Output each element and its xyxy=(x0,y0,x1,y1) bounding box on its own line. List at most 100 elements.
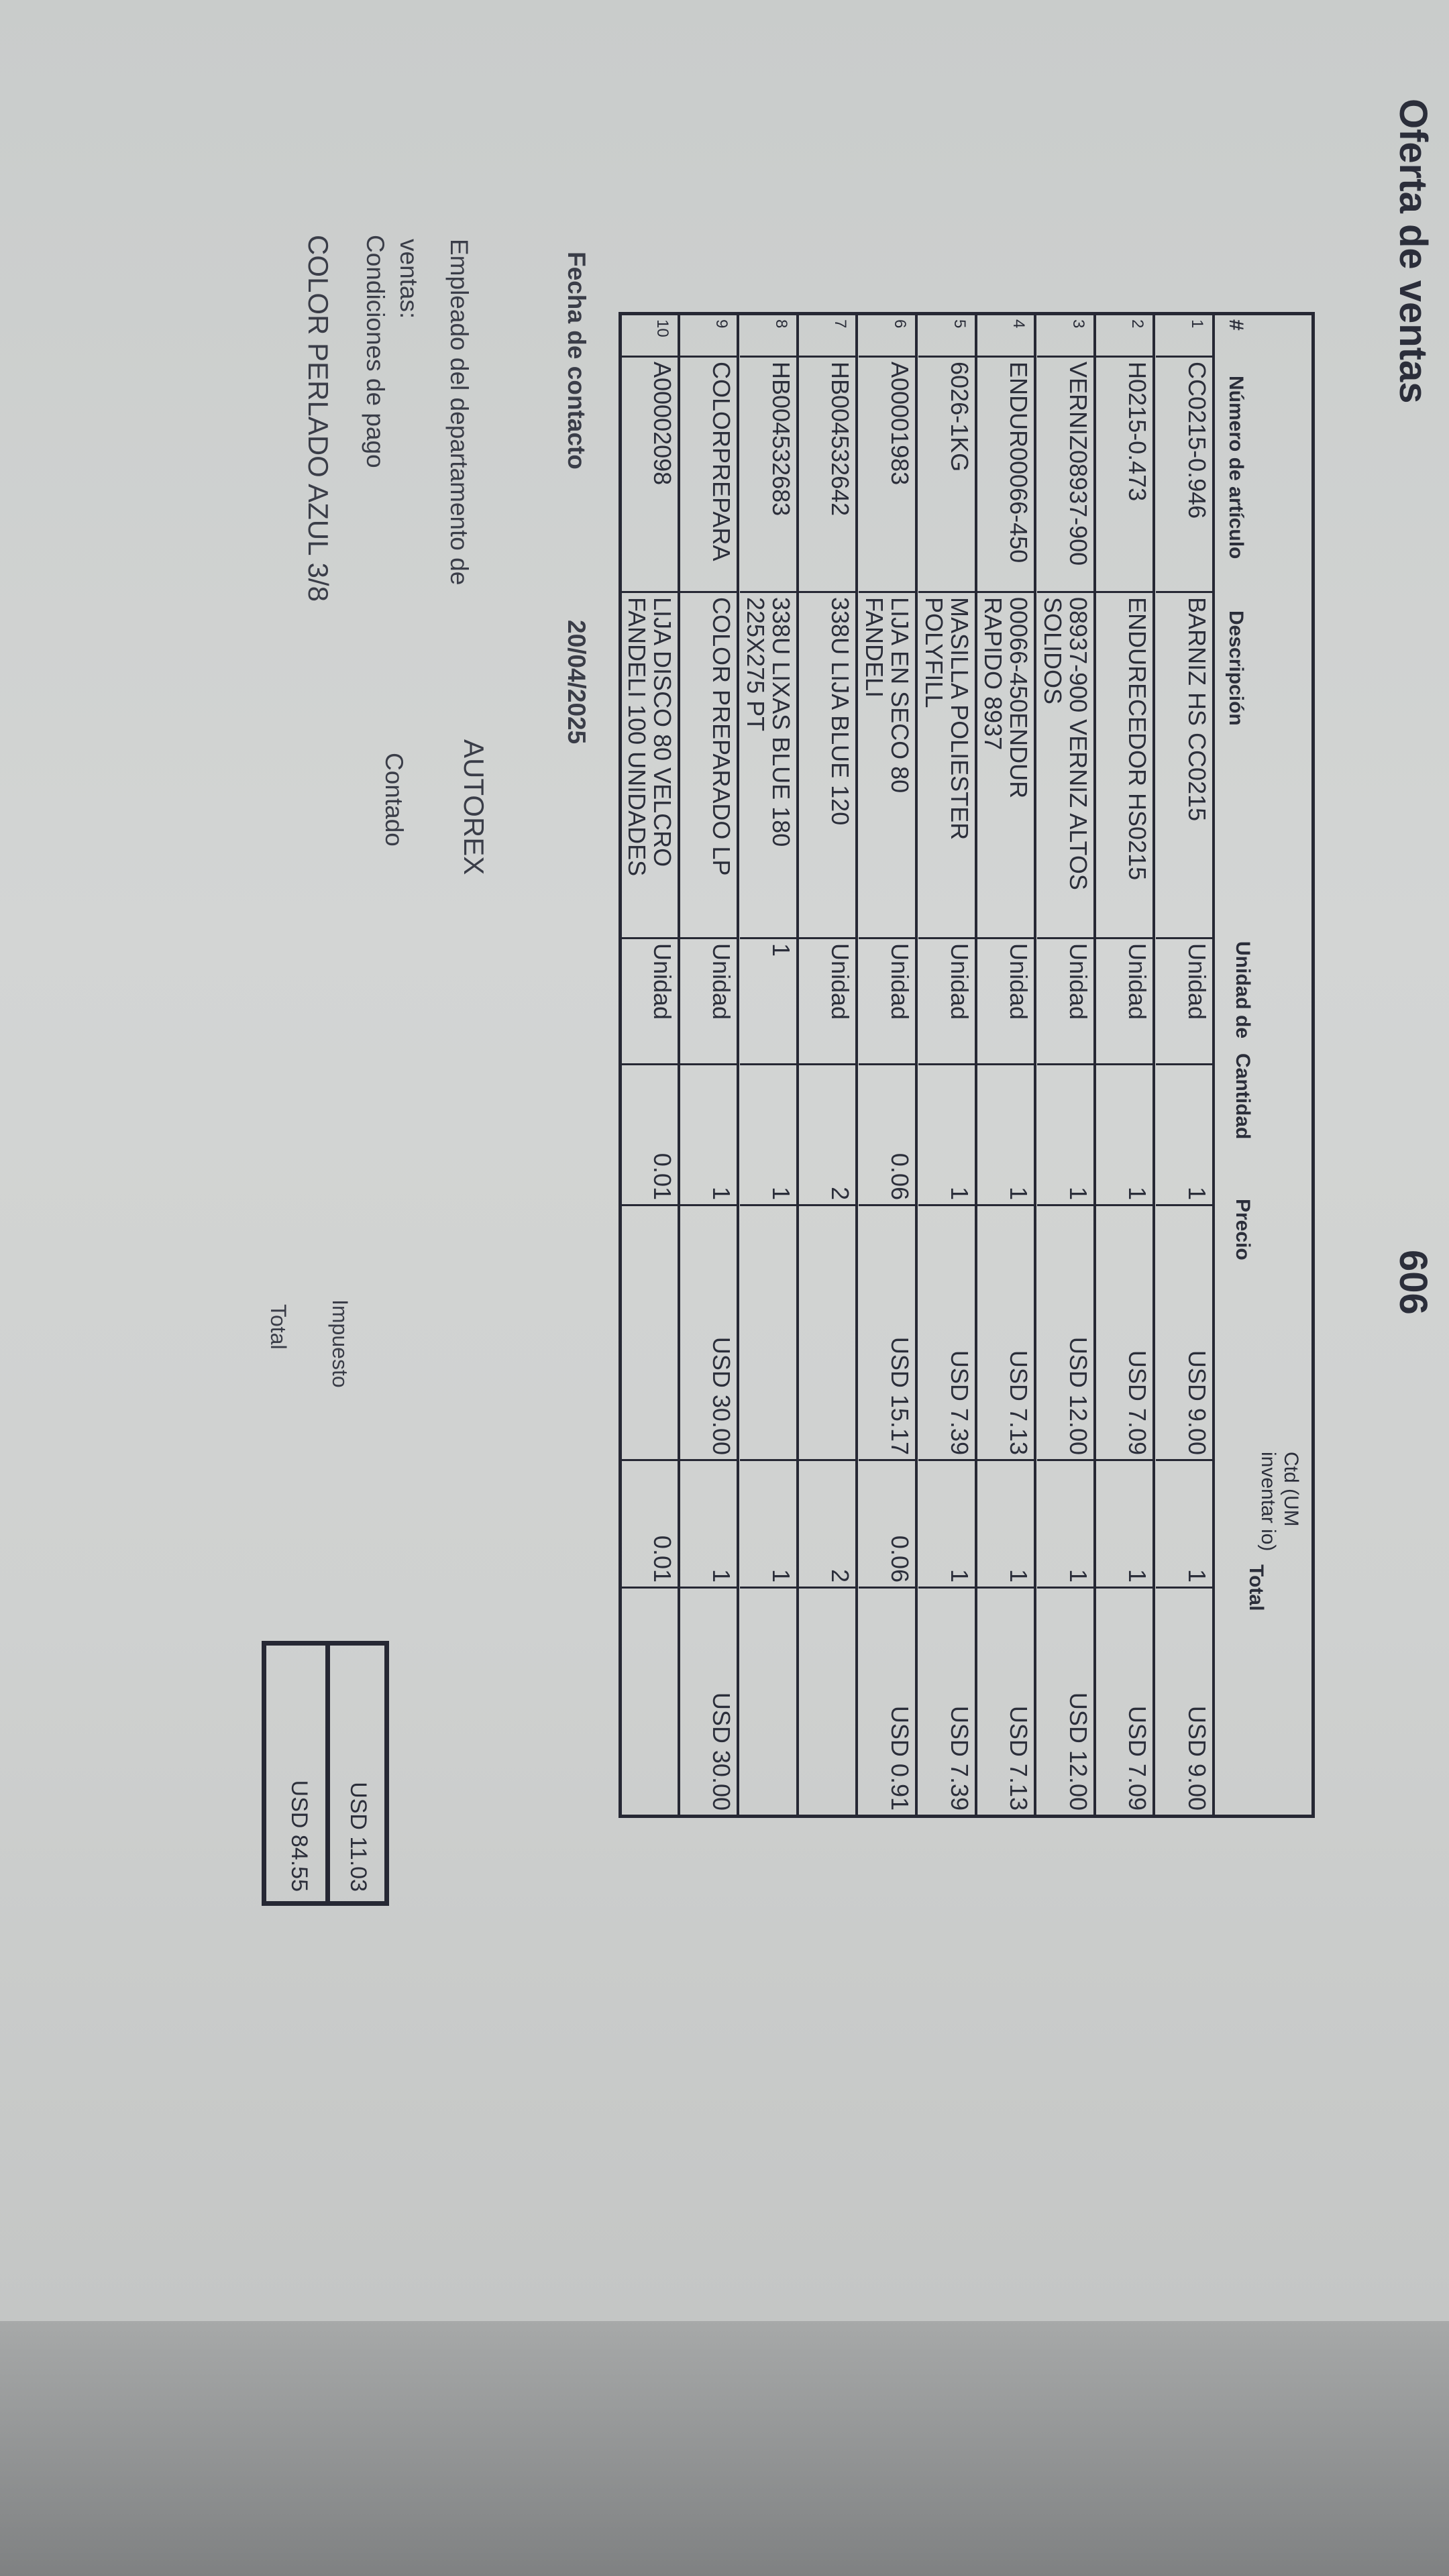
unit-value: Unidad xyxy=(945,943,973,1020)
price-value: USD 7.09 xyxy=(1124,1350,1152,1455)
cell-inventory-quantity: 1 xyxy=(1156,1459,1212,1587)
background-surface xyxy=(0,2321,1449,2576)
price-value: USD 7.13 xyxy=(1005,1350,1033,1455)
cell-line-total: USD 0.91 xyxy=(859,1587,915,1815)
cell-unit: Unidad xyxy=(621,937,678,1063)
cell-line-total: USD 7.39 xyxy=(918,1587,975,1815)
quantity-value: 1 xyxy=(767,1186,795,1200)
unit-value: 1 xyxy=(767,943,795,957)
row-number-value: 3 xyxy=(1069,319,1087,329)
cell-quantity: 1 xyxy=(1036,1063,1093,1204)
cell-quantity: 2 xyxy=(799,1063,856,1204)
cell-inventory-quantity: 0.01 xyxy=(621,1459,678,1587)
cell-unit: 1 xyxy=(739,937,796,1063)
cell-description: ENDURECEDOR HS0215 xyxy=(1096,591,1153,937)
description-line: LIJA EN SECO 80 xyxy=(886,597,914,794)
line-total-value: USD 30.00 xyxy=(708,1692,736,1811)
cell-inventory-quantity: 1 xyxy=(1036,1459,1093,1587)
cell-item-number: HB004532642 xyxy=(799,356,856,591)
cell-description: MASILLA POLIESTER POLYFILL xyxy=(918,591,975,937)
price-value: USD 12.00 xyxy=(1064,1336,1092,1455)
cell-description: LIJA EN SECO 80 FANDELI xyxy=(859,591,915,937)
description-line: 08937-900 VERNIZ ALTOS xyxy=(1064,597,1092,890)
price-value: USD 7.39 xyxy=(945,1350,973,1455)
cell-price: USD 7.39 xyxy=(918,1204,975,1459)
table-row: 5 6026-1KG MASILLA POLIESTER POLYFILL Unidad… xyxy=(918,315,977,1815)
cell-price: USD 15.17 xyxy=(859,1204,915,1459)
payment-terms-label: Condiciones de pago xyxy=(362,235,389,468)
item-number-value: HB004532683 xyxy=(767,362,795,517)
table-row: 7 HB004532642 338U LIJA BLUE 120 Unidad 2 2 xyxy=(799,315,859,1815)
table-row: 9 COLORPREPARA COLOR PREPARADO LP Unidad 1 US… xyxy=(680,315,740,1815)
table-row: 4 ENDUR00066-450 00066-450ENDUR RAPIDO 8937… xyxy=(977,315,1037,1815)
cell-item-number: H0215-0.473 xyxy=(1096,356,1153,591)
description-line: 338U LIJA BLUE 120 xyxy=(826,597,855,826)
tax-amount: USD 11.03 xyxy=(325,1646,384,1901)
row-number-value: 7 xyxy=(831,319,850,329)
cell-row-number: 8 xyxy=(740,315,796,356)
row-number-value: 2 xyxy=(1128,319,1147,329)
cell-row-number: 10 xyxy=(621,315,678,356)
contact-date: 20/04/2025 xyxy=(563,620,590,745)
item-number-value: 6026-1KG xyxy=(945,362,973,472)
cell-line-total: USD 9.00 xyxy=(1156,1587,1212,1815)
item-number-value: CC0215-0.946 xyxy=(1183,362,1211,519)
cell-inventory-quantity: 1 xyxy=(680,1459,737,1587)
cell-description: COLOR PREPARADO LP xyxy=(680,591,737,937)
employee-label-cont: ventas: xyxy=(395,239,423,319)
inventory-quantity-value: 0.01 xyxy=(648,1535,676,1582)
inventory-quantity-value: 1 xyxy=(1064,1568,1092,1582)
table-row: 8 HB004532683 338U LIXAS BLUE 180 225X275 P… xyxy=(739,315,799,1815)
total-label: Total xyxy=(266,1304,290,1350)
cell-price: USD 30.00 xyxy=(680,1204,737,1459)
cell-line-total: USD 7.13 xyxy=(977,1587,1034,1815)
cell-row-number: 5 xyxy=(918,315,975,356)
table-row: 10 A00002098 LIJA DISCO 80 VELCRO FANDELI 1… xyxy=(621,315,680,1815)
cell-unit: Unidad xyxy=(1096,937,1153,1063)
inventory-quantity-value: 1 xyxy=(708,1568,736,1582)
cell-price xyxy=(739,1204,796,1459)
description-line: 338U LIXAS BLUE 180 xyxy=(767,597,795,847)
cell-unit: Unidad xyxy=(977,937,1034,1063)
price-value: USD 9.00 xyxy=(1183,1350,1211,1455)
cell-price xyxy=(799,1204,856,1459)
cell-quantity: 1 xyxy=(739,1063,796,1204)
quantity-value: 2 xyxy=(826,1186,855,1200)
price-value: USD 30.00 xyxy=(708,1336,736,1455)
description-line: FANDELI 100 UNIDADES xyxy=(623,597,651,877)
cell-unit: Unidad xyxy=(1156,937,1212,1063)
table-row: 6 A00001983 LIJA EN SECO 80 FANDELI Unidad 0.… xyxy=(859,315,918,1815)
document-number: 606 xyxy=(1391,1250,1435,1315)
item-number-value: ENDUR00066-450 xyxy=(1005,362,1033,564)
line-total-value: USD 0.91 xyxy=(886,1705,914,1811)
cell-quantity: 1 xyxy=(918,1063,975,1204)
item-number-value: VERNIZ08937-900 xyxy=(1064,362,1092,566)
cell-item-number: 6026-1KG xyxy=(918,356,975,591)
description-line: 00066-450ENDUR xyxy=(1005,597,1033,799)
cell-row-number: 4 xyxy=(977,315,1034,356)
description-line: ENDURECEDOR HS0215 xyxy=(1124,597,1152,881)
inventory-quantity-value: 2 xyxy=(826,1568,855,1582)
cell-item-number: A00001983 xyxy=(859,356,915,591)
cell-description: 338U LIXAS BLUE 180 225X275 PT xyxy=(739,591,796,937)
unit-value: Unidad xyxy=(1005,943,1033,1020)
unit-value: Unidad xyxy=(1183,943,1211,1020)
unit-value: Unidad xyxy=(1064,943,1092,1020)
cell-price xyxy=(621,1204,678,1459)
tax-label: Impuesto xyxy=(328,1299,352,1388)
row-number-value: 4 xyxy=(1010,319,1028,329)
totals-box: USD 11.03 USD 84.55 xyxy=(262,1641,389,1906)
cell-row-number: 3 xyxy=(1037,315,1093,356)
cell-unit: Unidad xyxy=(918,937,975,1063)
line-total-value: USD 7.09 xyxy=(1124,1705,1152,1811)
description-line: FANDELI xyxy=(861,597,888,698)
quantity-value: 1 xyxy=(708,1186,736,1200)
employee-label: Empleado del departamento de xyxy=(445,239,473,586)
table-row: 2 H0215-0.473 ENDURECEDOR HS0215 Unidad 1 USD… xyxy=(1096,315,1156,1815)
price-value: USD 15.17 xyxy=(886,1336,914,1455)
cell-item-number: COLORPREPARA xyxy=(680,356,737,591)
cell-price: USD 12.00 xyxy=(1036,1204,1093,1459)
col-header-total: Total xyxy=(1245,1564,1267,1611)
cell-quantity: 1 xyxy=(1156,1063,1212,1204)
